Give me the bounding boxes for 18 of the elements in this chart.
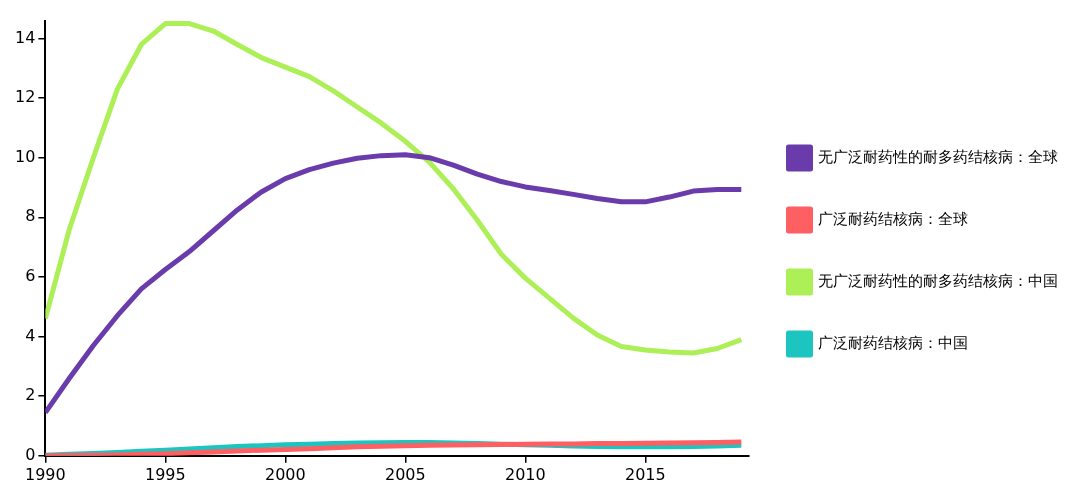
y-tick-label: 10 [15, 146, 36, 166]
legend-label: 无广泛耐药性的耐多药结核病：中国 [818, 271, 1058, 290]
legend-label: 广泛耐药结核病：全球 [818, 209, 968, 228]
legend-label: 无广泛耐药性的耐多药结核病：全球 [818, 147, 1058, 166]
x-tick-label: 1990 [25, 464, 66, 484]
x-tick-label: 2005 [384, 464, 426, 484]
y-tick-label: 2 [25, 385, 36, 405]
x-tick-label: 2010 [504, 464, 546, 484]
y-tick-label: 0 [25, 444, 36, 464]
y-tick-label: 8 [25, 206, 36, 226]
y-tick-label: 6 [25, 266, 36, 286]
x-tick-label: 2000 [264, 464, 306, 484]
legend-label: 广泛耐药结核病：中国 [818, 333, 968, 352]
y-tick-label: 14 [15, 27, 36, 47]
y-tick-label: 4 [25, 325, 36, 345]
y-tick-label: 12 [15, 87, 36, 107]
x-tick-label: 2015 [624, 464, 666, 484]
x-tick-label: 1995 [144, 464, 186, 484]
